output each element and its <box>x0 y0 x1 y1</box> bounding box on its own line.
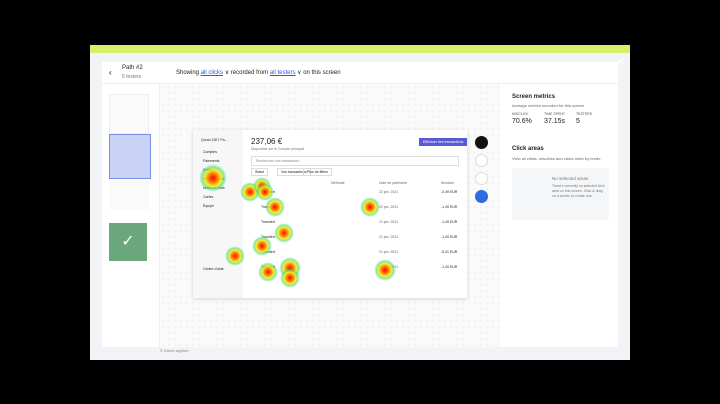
thumbnail[interactable] <box>109 94 149 134</box>
heatmap <box>199 164 396 288</box>
recorded-from: recorded from <box>230 70 269 76</box>
heat-blob <box>274 223 294 243</box>
click-areas-subtitle: View all clicks, misclicks and clicks or… <box>512 156 602 161</box>
modal: ‹ Path #2 5 testers Showing all clicks ∨… <box>102 62 618 347</box>
balance-caption: Disponible sur le Compte principal <box>251 147 305 151</box>
metrics-subtitle: Average metrics recorded for this screen <box>512 103 584 108</box>
click-areas-title: Click areas <box>512 146 544 152</box>
tool[interactable] <box>475 172 488 185</box>
help[interactable]: Centre d'aide <box>203 267 224 271</box>
row-name: Transfert <box>261 235 275 239</box>
nav-item[interactable]: Équipe <box>203 204 214 208</box>
filter[interactable]: Plus de filtres <box>303 168 333 176</box>
empty-title: No selected areas <box>552 176 589 181</box>
right-panel: Screen metrics Average metrics recorded … <box>500 84 618 347</box>
tool-buttons <box>475 136 489 206</box>
heatmap-blobs <box>199 164 396 288</box>
row-date: 22 jan. 2021 <box>379 190 399 194</box>
heat-blob <box>374 259 396 281</box>
row-amount: -0,49 EUR <box>441 190 458 194</box>
on-screen: on this screen <box>303 70 341 76</box>
heat-blob <box>199 164 227 192</box>
heat-blob <box>256 183 274 201</box>
tool[interactable] <box>475 154 488 167</box>
thumbnail-selected[interactable] <box>109 134 151 179</box>
filter[interactable]: Vos transactions <box>277 168 311 176</box>
heat-blob <box>258 262 278 282</box>
footer: © Direct applied <box>160 348 189 353</box>
heat-blob <box>280 268 300 288</box>
nav-item[interactable]: Cartes <box>203 195 214 199</box>
top-bar <box>90 45 630 53</box>
back-button[interactable]: ‹ <box>109 68 112 77</box>
empty-text: There's currently no selected click area… <box>552 184 605 198</box>
metric-label: MISCLICK <box>512 112 529 116</box>
column-head: Montant <box>441 181 454 185</box>
metric-label: TESTERS <box>576 112 593 116</box>
close-button[interactable]: ✕ <box>616 56 626 68</box>
balance: 237,06 € <box>251 137 283 146</box>
metric-value: 5 <box>576 118 580 125</box>
clicks-filter[interactable]: all clicks <box>200 70 224 76</box>
testers-filter[interactable]: all testers <box>269 70 296 76</box>
metric-value: 70.6% <box>512 118 532 125</box>
nav-item[interactable]: Paiements <box>203 159 220 163</box>
row-date: 21 jan. 2021 <box>379 250 399 254</box>
thumbnails: ✓ <box>102 84 160 347</box>
account-name: Qonto 1307 Pa... <box>201 138 228 142</box>
metric-label: TIME SPENT <box>544 112 566 116</box>
action-button[interactable]: Effectuer des transactions <box>419 138 468 146</box>
row-amount: -1,49 EUR <box>441 220 458 224</box>
tool[interactable] <box>475 190 488 203</box>
heat-blob <box>265 197 285 217</box>
column-head: Méthode <box>331 181 345 185</box>
filters: Statut Vos transactions Plus de filtres <box>251 168 451 176</box>
row-amount: -1,49 EUR <box>441 265 458 269</box>
filter[interactable]: Statut <box>251 168 269 176</box>
row-amount: -1,49 EUR <box>441 205 458 209</box>
thumbnail-success[interactable]: ✓ <box>109 223 147 261</box>
nav-item[interactable]: Comptes <box>203 150 218 154</box>
row-date: 22 jan. 2021 <box>379 205 399 209</box>
row-name: Transfert <box>261 220 275 224</box>
path-title: Path #2 <box>122 65 143 71</box>
row-date: 21 jan. 2021 <box>379 220 399 224</box>
metric-value: 37.15s <box>544 118 566 125</box>
empty-box: No selected areas There's currently no s… <box>512 168 609 220</box>
column-head: Date de paiement <box>379 181 407 185</box>
modal-header: ‹ Path #2 5 testers Showing all clicks ∨… <box>102 62 618 84</box>
heat-blob <box>225 246 245 266</box>
search[interactable]: Rechercher une transaction... <box>251 156 459 166</box>
path-subtitle: 5 testers <box>122 74 142 80</box>
showing: Showing <box>176 70 200 76</box>
table-head: Méthode Date de paiement Montant <box>251 181 461 187</box>
row-date: 21 jan. 2021 <box>379 235 399 239</box>
row-amount: -1,49 EUR <box>441 235 458 239</box>
tool[interactable] <box>475 136 488 149</box>
filter-line: Showing all clicks ∨ recorded from all t… <box>176 70 341 76</box>
heat-blob <box>252 236 272 256</box>
app-sidebar: Qonto 1307 Pa... ComptesPaiementsDébitsP… <box>193 130 243 298</box>
thumbnail[interactable] <box>109 180 149 210</box>
row-amount: -5,01 EUR <box>441 250 458 254</box>
metrics-title: Screen metrics <box>512 94 556 100</box>
heat-blob <box>360 197 380 217</box>
metrics: MISCLICK 70.6% TIME SPENT 37.15s TESTERS 5 <box>512 112 612 132</box>
app-screenshot: Qonto 1307 Pa... ComptesPaiementsDébitsP… <box>193 130 468 298</box>
